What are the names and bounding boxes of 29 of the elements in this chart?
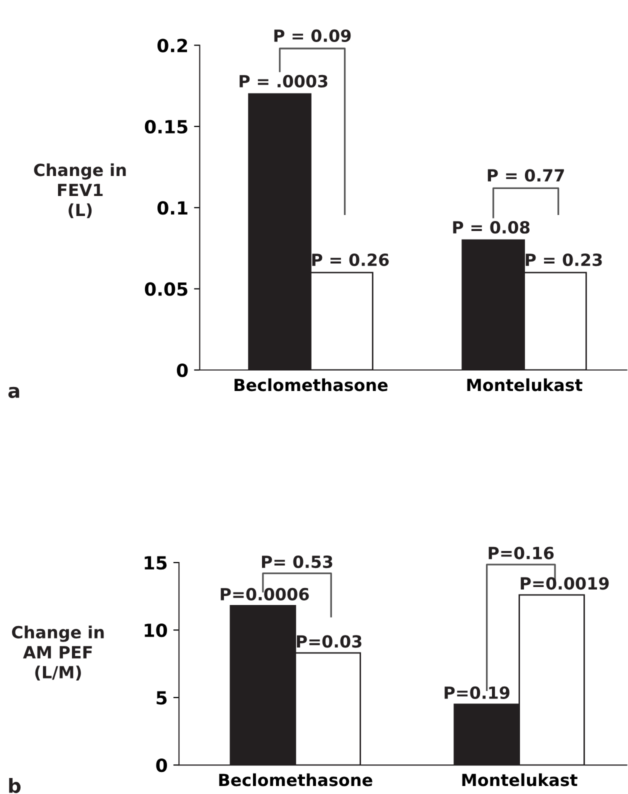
x-tick-label: Beclomethasone — [234, 378, 388, 392]
annotation: P=0.03 — [296, 635, 362, 648]
y-tick-label: 0.2 — [157, 38, 188, 52]
text: b — [9, 778, 21, 794]
x-tick-label: Montelukast — [467, 378, 582, 392]
text: P=0.16 — [488, 546, 554, 560]
y-tick-label: 0.1 — [157, 201, 188, 215]
annotation: P = 0.77 — [488, 169, 564, 182]
y-tick-label: 0.05 — [144, 282, 188, 296]
y-axis-title: Change in AM PEF (L/M) — [12, 626, 104, 680]
annotation: P=0.19 — [444, 686, 510, 700]
annotation: P = 0.08 — [453, 221, 530, 234]
y-tick-label: 15 — [144, 556, 167, 570]
y-tick-label: 0 — [156, 758, 168, 772]
y-tick-label: 0.15 — [144, 120, 188, 134]
annotation: P = .0003 — [240, 74, 328, 88]
annotation: P=0.0019 — [520, 577, 609, 590]
y-tick-label: 0 — [176, 363, 188, 378]
annotation: P=0.0006 — [220, 588, 309, 600]
y-axis-title: Change in FEV1 (L) — [34, 163, 126, 218]
annotation: P = 0.23 — [526, 253, 602, 266]
y-tick-label: 5 — [156, 691, 167, 705]
text: a — [8, 386, 20, 398]
y-tick-label: 10 — [144, 624, 168, 638]
annotation: P= 0.53 — [262, 555, 332, 568]
annotation: P = 0.26 — [312, 253, 389, 266]
x-tick-label: Montelukast — [462, 773, 578, 786]
x-tick-label: Beclomethasone — [219, 773, 372, 786]
text: P = 0.09 — [274, 29, 351, 42]
